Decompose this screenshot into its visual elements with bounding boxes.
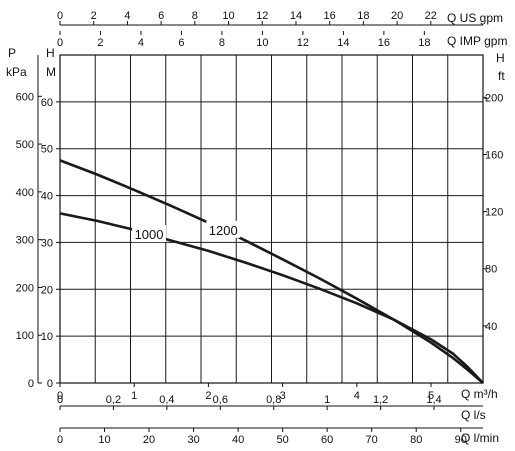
x-impgpm-tick-label: 0	[57, 37, 63, 49]
x-ls-tick-label: 0	[57, 394, 63, 406]
x-lmin-tick-label: 50	[277, 434, 289, 446]
x-impgpm-tick-label: 12	[297, 37, 309, 49]
x-lmin-tick-label: 40	[232, 434, 244, 446]
bottom-lmin-axis-label: Q l/min	[461, 431, 499, 445]
y-ft-tick-label: 120	[485, 207, 503, 219]
x-ls-tick-label: 1,4	[426, 394, 441, 406]
y-m-tick-label: 40	[41, 191, 53, 203]
x-ls-tick-label: 1,2	[373, 394, 388, 406]
x-lmin-tick-label: 30	[187, 434, 199, 446]
x-impgpm-tick-label: 18	[418, 37, 430, 49]
y-kpa-tick-label: 0	[28, 378, 34, 390]
y-m-tick-label: 60	[41, 97, 53, 109]
x-m3h-tick-label: 5	[428, 390, 434, 402]
x-usgpm-tick-label: 16	[324, 10, 336, 22]
left-p-label: P	[8, 46, 16, 60]
y-m-tick-label: 30	[41, 237, 53, 249]
y-kpa-tick-label: 100	[16, 330, 34, 342]
x-ls-tick-label: 1	[324, 394, 330, 406]
series-label-1200: 1200	[209, 223, 238, 238]
x-lmin-tick-label: 80	[410, 434, 422, 446]
left-h-label: H	[46, 46, 55, 60]
x-impgpm-tick-label: 10	[256, 37, 268, 49]
x-axis-label: Q m³/h	[461, 387, 498, 401]
x-lmin-tick-label: 10	[98, 434, 110, 446]
x-lmin-tick-label: 90	[455, 434, 467, 446]
y-ft-tick-label: 200	[485, 92, 503, 104]
bottom-ls-axis-label: Q l/s	[461, 408, 486, 422]
right-h-label: H	[496, 51, 505, 65]
x-usgpm-tick-label: 2	[91, 10, 97, 22]
x-m3h-tick-label: 4	[354, 390, 360, 402]
x-lmin-tick-label: 60	[321, 434, 333, 446]
y-kpa-tick-label: 400	[16, 187, 34, 199]
grid	[60, 55, 483, 383]
y-kpa-tick-label: 300	[16, 235, 34, 247]
x-impgpm-tick-label: 16	[378, 37, 390, 49]
y-ft-tick-label: 40	[485, 321, 497, 333]
plot-frame	[59, 54, 484, 384]
y-ft-tick-label: -	[484, 92, 488, 104]
x-usgpm-tick-label: 14	[290, 10, 302, 22]
x-lmin-tick-label: 70	[366, 434, 378, 446]
y-ft-tick-label: 80	[485, 264, 497, 276]
x-ls-tick-label: 0,2	[106, 394, 121, 406]
series-label-1000: 1000	[135, 227, 164, 242]
top-us-gpm-axis-label: Q US gpm	[447, 11, 503, 25]
x-usgpm-tick-label: 22	[425, 10, 437, 22]
x-usgpm-tick-label: 12	[256, 10, 268, 22]
x-usgpm-tick-label: 10	[222, 10, 234, 22]
x-ls-tick-label: 0,8	[266, 394, 281, 406]
x-impgpm-tick-label: 8	[219, 37, 225, 49]
x-usgpm-tick-label: 20	[391, 10, 403, 22]
y-m-tick-label: 50	[41, 144, 53, 156]
x-usgpm-tick-label: 18	[357, 10, 369, 22]
x-m3h-tick-label: 0	[57, 390, 63, 402]
x-impgpm-tick-label: 4	[138, 37, 144, 49]
y-kpa-tick-label: 600	[16, 91, 34, 103]
y-kpa-tick-label: 500	[16, 139, 34, 151]
x-m3h-tick-label: 1	[131, 390, 137, 402]
y-m-tick-label: 10	[41, 331, 53, 343]
axes: 0102030405060010020030040050060040801201…	[16, 10, 504, 446]
x-usgpm-tick-label: 4	[124, 10, 130, 22]
x-usgpm-tick-label: 6	[158, 10, 164, 22]
x-impgpm-tick-label: 2	[97, 37, 103, 49]
x-m3h-tick-label: 3	[280, 390, 286, 402]
top-imp-gpm-axis-label: Q IMP gpm	[447, 34, 507, 48]
series-line-1200	[59, 159, 484, 384]
x-lmin-tick-label: 20	[143, 434, 155, 446]
x-ls-tick-label: 0,4	[159, 394, 174, 406]
y-m-tick-label: 20	[41, 284, 53, 296]
labels: 1200 1000	[132, 220, 241, 243]
y-kpa-tick-label: 200	[16, 282, 34, 294]
right-ft-label: ft	[498, 69, 505, 83]
x-m3h-tick-label: 2	[205, 390, 211, 402]
x-impgpm-tick-label: 6	[178, 37, 184, 49]
series-label-bg	[132, 225, 167, 243]
y-m-tick-label: 0	[47, 378, 53, 390]
series-label-bg	[206, 220, 241, 238]
x-usgpm-tick-label: 8	[192, 10, 198, 22]
y-ft-tick-label: 160	[485, 149, 503, 161]
left-kpa-label: kPa	[6, 65, 27, 79]
x-impgpm-tick-label: 14	[337, 37, 349, 49]
left-m-label: M	[46, 65, 56, 79]
x-ls-tick-label: 0,6	[213, 394, 228, 406]
x-usgpm-tick-label: 0	[57, 10, 63, 22]
x-lmin-tick-label: 0	[57, 434, 63, 446]
